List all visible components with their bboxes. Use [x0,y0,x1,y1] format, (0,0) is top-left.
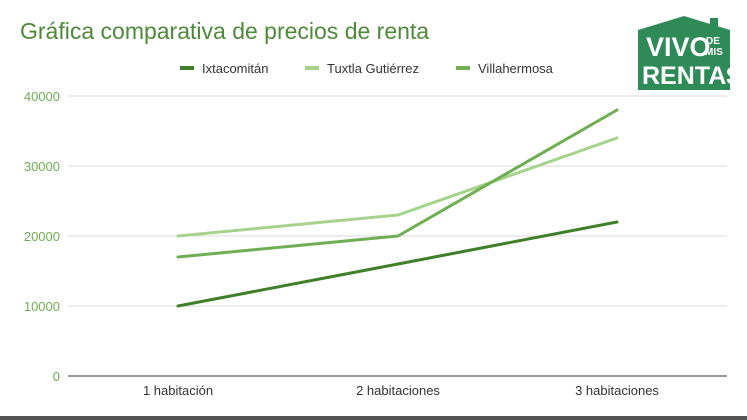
legend-label-tuxtla: Tuxtla Gutiérrez [327,60,419,76]
y-tick-label-0: 0 [53,369,60,384]
legend-swatch-villahermosa [456,66,470,70]
bottom-border [0,416,747,420]
brand-logo: VIVO DE MIS RENTA$ [638,16,734,90]
logo-chimney [710,18,718,28]
logo-text-de: DE [706,36,720,47]
y-tick-label-20000: 20000 [24,229,60,244]
legend-swatch-ixtacomitan [180,66,194,70]
data-point-s2-1 [176,234,180,238]
logo-text-mis: MIS [705,47,723,58]
logo-text-vivo: VIVO [646,32,711,62]
legend-item-ixtacomitan: Ixtacomitán [180,58,268,78]
data-point-s1-3 [615,220,619,224]
logo-house-shape [638,16,730,90]
data-point-s3-1 [176,255,180,259]
x-tick-label-1: 1 habitación [143,383,213,398]
legend-swatch-tuxtla [305,66,319,70]
data-point-s2-2 [396,213,400,217]
legend-item-tuxtla: Tuxtla Gutiérrez [305,58,419,78]
data-point-s3-3 [615,108,619,112]
y-tick-label-10000: 10000 [24,299,60,314]
data-point-s1-1 [176,304,180,308]
x-tick-label-2: 2 habitaciones [356,383,440,398]
legend-item-villahermosa: Villahermosa [456,58,553,78]
chart-legend: Ixtacomitán Tuxtla Gutiérrez Villahermos… [0,58,747,78]
y-tick-label-30000: 30000 [24,159,60,174]
chart-title: Gráfica comparativa de precios de renta [20,18,430,44]
series-line-2 [177,136,618,238]
data-point-s3-2 [396,234,400,238]
legend-label-villahermosa: Villahermosa [478,60,553,76]
logo-text-rentas: RENTA$ [642,62,734,90]
y-tick-label-40000: 40000 [24,89,60,104]
legend-label-ixtacomitan: Ixtacomitán [202,60,269,76]
data-point-s2-3 [615,136,619,140]
data-point-s1-2 [396,262,400,266]
x-tick-label-3: 3 habitaciones [575,383,659,398]
